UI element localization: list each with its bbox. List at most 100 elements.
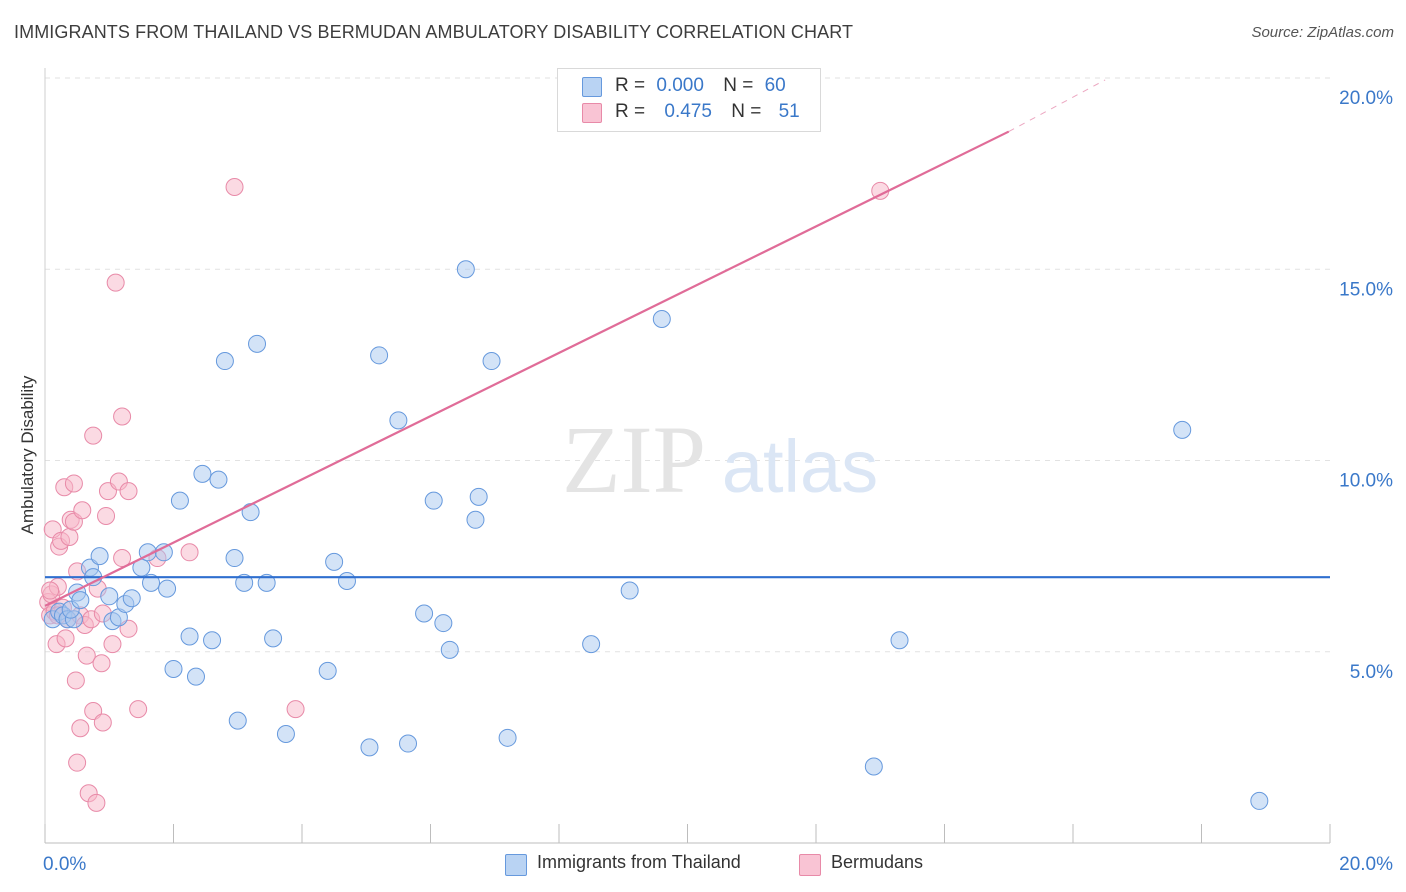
watermark-atlas: atlas (722, 425, 878, 508)
bermudan-point (56, 629, 75, 648)
bermudan-point (66, 671, 85, 690)
thailand-point (337, 571, 356, 590)
bermudan-point (106, 273, 125, 292)
bermudan-trend-extension (1008, 79, 1106, 132)
stats-swatch-pink (582, 103, 602, 123)
y-axis-label: Ambulatory Disability (18, 375, 37, 535)
bermudan-point (73, 501, 92, 520)
stats-swatch-blue (582, 77, 602, 97)
thailand-point (318, 661, 337, 680)
y-tick-label: 10.0% (1339, 471, 1393, 492)
legend-swatch-blue (505, 854, 527, 876)
trend-layer (44, 79, 1330, 607)
bermudan-point (129, 700, 148, 719)
stats-row-thailand: R = 0.000 N = 60 (558, 75, 820, 101)
bermudan-point (71, 719, 90, 738)
y-tick-label: 15.0% (1339, 279, 1393, 300)
bermudan-point (60, 528, 79, 546)
bermudan-point (113, 549, 132, 568)
chart-title: IMMIGRANTS FROM THAILAND VS BERMUDAN AMB… (14, 22, 854, 42)
bermudan-point (180, 543, 199, 562)
bermudan-point (87, 793, 106, 812)
thailand-point (90, 547, 109, 566)
watermark: ZIP atlas (562, 406, 878, 513)
bermudan-point (113, 407, 132, 426)
bermudan-trend-line (44, 130, 1010, 607)
bermudan-point (77, 646, 96, 665)
bermudan-point (84, 426, 103, 445)
thailand-point (389, 411, 408, 430)
thailand-point (164, 659, 183, 678)
thailand-point (203, 631, 222, 650)
bermudan-point (64, 474, 83, 493)
thailand-point (864, 757, 883, 776)
thailand-point (890, 631, 909, 650)
thailand-point (370, 346, 389, 365)
thailand-point (158, 579, 177, 598)
thailand-point (434, 614, 453, 633)
thailand-point (186, 667, 205, 686)
thailand-point (469, 487, 488, 506)
stats-box: R = 0.000 N = 60 R = 0.475 N = 51 (557, 68, 821, 132)
legend-label-bermudans: Bermudans (831, 852, 924, 872)
thailand-point (241, 503, 260, 522)
thailand-point (399, 734, 418, 753)
legend-label-thailand: Immigrants from Thailand (537, 852, 741, 872)
labels-layer: 5.0% 10.0% 15.0% 20.0% 0.0% 20.0% (43, 88, 1393, 875)
bermudan-point (119, 482, 138, 501)
x-tick-label: 20.0% (1339, 854, 1393, 875)
x-tick-label: 0.0% (43, 854, 86, 875)
thailand-point (122, 589, 141, 608)
y-tick-label: 20.0% (1339, 88, 1393, 109)
thailand-point (415, 604, 434, 623)
thailand-point (652, 309, 671, 328)
thailand-point (215, 352, 234, 371)
thailand-point (482, 352, 501, 371)
thailand-point (456, 260, 475, 279)
points-layer (39, 178, 1269, 812)
stats-n-value-bermudans: 51 (778, 101, 800, 122)
thailand-point (498, 728, 517, 747)
bermudan-point (92, 654, 111, 673)
bermudan-point (84, 702, 103, 721)
axis-layer (44, 68, 1331, 844)
thailand-point (1250, 791, 1269, 810)
thailand-point (209, 470, 228, 489)
thailand-point (235, 573, 254, 592)
thailand-point (71, 591, 90, 610)
thailand-point (257, 573, 276, 592)
thailand-point (582, 635, 601, 654)
thailand-point (180, 627, 199, 646)
bermudan-point (93, 713, 112, 732)
thailand-point (1173, 420, 1192, 439)
thailand-point (466, 510, 485, 529)
thailand-point (424, 491, 443, 510)
watermark-zip: ZIP (562, 406, 706, 513)
stats-n-label: N = (731, 101, 762, 122)
thailand-point (228, 711, 247, 730)
stats-n-value-thailand: 60 (764, 75, 786, 96)
thailand-point (264, 629, 283, 648)
thailand-point (325, 552, 344, 571)
thailand-point (142, 573, 161, 592)
thailand-point (360, 738, 379, 757)
bermudan-point (225, 178, 244, 197)
stats-row-bermudans: R = 0.475 N = 51 (558, 101, 820, 127)
bermudan-point (103, 635, 122, 654)
stats-n-label: N = (723, 75, 754, 96)
thailand-point (620, 581, 639, 600)
stats-r-label: R = (615, 75, 646, 96)
thailand-point (193, 464, 212, 483)
thailand-point (170, 491, 189, 510)
thailand-point (100, 587, 119, 606)
stats-r-value-thailand: 0.000 (656, 75, 704, 96)
bermudan-point (97, 506, 116, 525)
thailand-point (276, 724, 295, 743)
thailand-point (440, 640, 459, 659)
bermudan-point (41, 581, 60, 600)
stats-r-value-bermudans: 0.475 (664, 101, 712, 122)
source-label: Source: ZipAtlas.com (1251, 24, 1394, 41)
bermudan-point (286, 700, 305, 719)
thailand-point (248, 334, 267, 353)
